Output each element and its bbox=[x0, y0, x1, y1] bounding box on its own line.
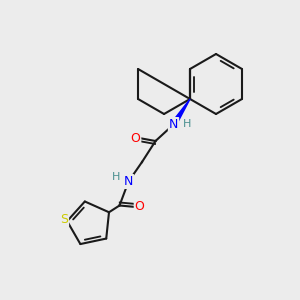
Text: H: H bbox=[112, 172, 121, 182]
Polygon shape bbox=[171, 99, 190, 126]
Text: O: O bbox=[135, 200, 145, 214]
Text: H: H bbox=[183, 119, 191, 130]
Text: N: N bbox=[169, 118, 178, 131]
Text: N: N bbox=[124, 175, 133, 188]
Text: S: S bbox=[60, 213, 68, 226]
Text: O: O bbox=[130, 131, 140, 145]
